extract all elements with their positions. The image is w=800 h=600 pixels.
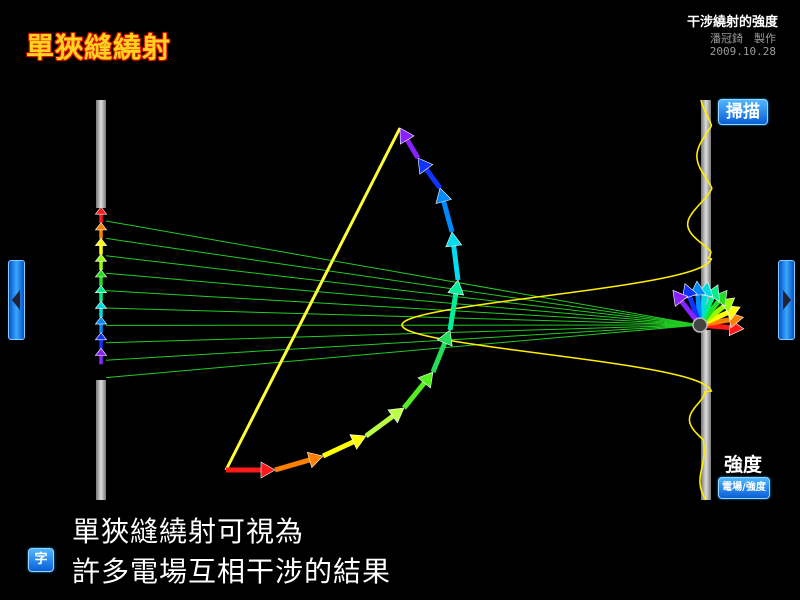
slit-arrow (94, 222, 108, 239)
slit-arrow (94, 332, 108, 349)
ray (105, 290, 701, 326)
phasor-arrow (274, 451, 324, 473)
subtitle: 干涉繞射的強度 (686, 15, 778, 30)
slit-barrier-top (96, 100, 106, 208)
phasor-arrow-shaft (424, 167, 443, 190)
phasor-arrow-shaft (364, 414, 395, 439)
ray (105, 307, 701, 326)
phasor-arrow-shaft (405, 138, 421, 160)
phasor-arrow-head (349, 434, 367, 450)
phasor-arrow-shaft (451, 245, 461, 281)
slit-arrow (94, 253, 108, 271)
slit-arrow-head (94, 332, 108, 341)
phasor-arrow-head (260, 461, 276, 479)
slit-arrow-head (94, 269, 108, 278)
intensity-curve-group (401, 99, 713, 501)
screen-fan-group (672, 280, 745, 337)
fan-arrow-head (711, 289, 728, 307)
phasor-group (224, 127, 465, 479)
slit-arrow (94, 269, 108, 286)
slit-arrow (94, 285, 108, 302)
ray (105, 255, 701, 326)
phasor-arrow-head (306, 451, 324, 469)
chevron-left-icon (12, 290, 20, 310)
phasor-arrow-shaft (430, 342, 448, 373)
ray (105, 324, 701, 379)
prev-page-button[interactable] (8, 260, 25, 340)
phasor-arrow (364, 407, 405, 439)
slit-arrow-head (94, 316, 108, 325)
phasor-arrow-shaft (274, 457, 311, 473)
phasor-arrow-head (417, 371, 434, 389)
phasor-arrow (430, 329, 453, 373)
phasor-arrow (399, 127, 421, 160)
phasor-arrow-head (387, 407, 405, 424)
screen-point (692, 317, 708, 333)
slit-arrow (94, 300, 108, 318)
phasor-arrow-head (417, 157, 434, 175)
phasor-arrow (321, 434, 367, 459)
phasor-chord (224, 127, 402, 471)
slit-arrow-head (94, 237, 108, 246)
author: 潘冠錡 製作 (710, 32, 776, 45)
caption-line-1: 單狹縫繞射可視為 (72, 515, 305, 548)
page-title: 單狹縫繞射 (26, 31, 172, 64)
phasor-arrow (417, 157, 443, 190)
phasor-arrow-head (399, 127, 415, 145)
phasor-arrow-shaft (447, 293, 459, 331)
screen-bottom (701, 330, 711, 500)
ray (105, 324, 701, 361)
slit-arrow (94, 347, 108, 365)
slit-arrow (94, 237, 108, 255)
ray-group (105, 220, 701, 379)
slit-arrow-head (94, 285, 108, 294)
slit-arrow-head (94, 206, 108, 215)
field-intensity-button[interactable]: 電場/強度 (718, 477, 770, 499)
intensity-curve (401, 99, 713, 501)
phasor-arrow-shaft (321, 439, 355, 459)
slit-arrow-group (94, 206, 108, 365)
fan-arrow-head (672, 289, 689, 307)
ray (105, 324, 701, 344)
char-button[interactable]: 字 (28, 548, 54, 572)
ray (105, 220, 701, 326)
caption-line-2: 許多電場互相干涉的結果 (72, 555, 392, 588)
slit-arrow (94, 316, 108, 333)
phasor-arrow-head (436, 329, 453, 347)
phasor-arrow-shaft (441, 200, 455, 233)
phasor-arrow-head (447, 279, 465, 296)
ray (105, 237, 701, 326)
screen-top (701, 100, 711, 318)
phasor-arrow-shaft (402, 381, 427, 410)
phasor-arrow (435, 187, 455, 233)
slit-barrier-bottom (96, 380, 106, 500)
slit-arrow-head (94, 222, 108, 231)
fan-arrow-head (704, 284, 720, 302)
intensity-label: 強度 (724, 454, 763, 476)
phasor-arrow-head (445, 231, 463, 248)
chevron-right-icon (783, 290, 791, 310)
slit-arrow-head (94, 347, 108, 356)
ray (105, 272, 701, 326)
date: 2009.10.28 (709, 45, 776, 58)
slit-arrow-head (94, 300, 108, 309)
next-page-button[interactable] (778, 260, 795, 340)
phasor-arrow (445, 231, 463, 281)
phasor-arrow (402, 371, 434, 410)
phasor-arrow (226, 461, 276, 479)
slit-arrow (94, 206, 108, 223)
phasor-arrow-head (435, 187, 452, 205)
scan-button[interactable]: 掃描 (718, 99, 768, 125)
phasor-arrow (447, 279, 465, 331)
slit-arrow-head (94, 253, 108, 262)
